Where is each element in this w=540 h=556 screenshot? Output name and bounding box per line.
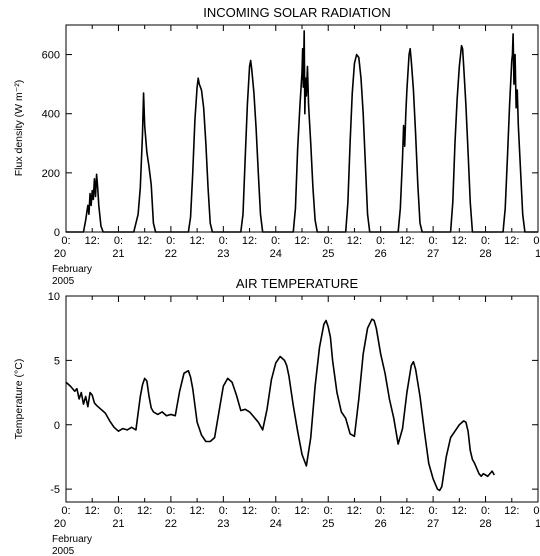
temperature-x-hour-label: 12:	[294, 505, 309, 517]
temperature-x-day-label: 24	[270, 518, 282, 530]
solar-x-hour-label: 12:	[85, 235, 100, 247]
temperature-y-tick-label: -5	[50, 484, 60, 496]
solar-y-tick-label: 600	[42, 50, 60, 62]
temperature-x-hour-label: 0:	[429, 505, 438, 517]
solar-x-day-label: 21	[112, 248, 124, 260]
solar-x-hour-label: 0:	[481, 235, 490, 247]
solar-x-year-label: 2005	[52, 276, 75, 287]
solar-x-hour-label: 12:	[137, 235, 152, 247]
solar-y-ticks: 0 200 400 600	[42, 50, 538, 239]
solar-x-hour-label: 12:	[294, 235, 309, 247]
temperature-x-hour-label: 0:	[271, 505, 280, 517]
temperature-x-hour-label: 0:	[61, 505, 70, 517]
temperature-x-day-label: 21	[112, 518, 124, 530]
solar-x-hour-label: 0:	[271, 235, 280, 247]
solar-x-hour-label: 0:	[114, 235, 123, 247]
temperature-y-axis-label: Temperature (°C)	[13, 359, 25, 440]
solar-x-day-label: 28	[479, 248, 491, 260]
temperature-x-hour-label: 12:	[189, 505, 204, 517]
temperature-y-tick-label: 0	[54, 420, 60, 432]
temperature-x-hour-label: 0:	[324, 505, 333, 517]
solar-x-day-label: 27	[427, 248, 439, 260]
solar-x-hour-label: 12:	[504, 235, 519, 247]
temperature-x-year-label: 2005	[52, 546, 75, 556]
temperature-x-day-label: 27	[427, 518, 439, 530]
temperature-x-day-label: 1	[535, 518, 540, 530]
temperature-x-hour-label: 0:	[114, 505, 123, 517]
solar-radiation-series-line	[66, 30, 538, 233]
solar-y-tick-label: 400	[42, 109, 60, 121]
solar-x-hour-label: 12:	[347, 235, 362, 247]
temperature-y-tick-label: 10	[48, 291, 60, 303]
temperature-x-day-label: 25	[322, 518, 334, 530]
solar-x-month-label: February	[52, 264, 92, 275]
solar-x-hour-label: 0:	[219, 235, 228, 247]
solar-x-day-label: 23	[217, 248, 229, 260]
temperature-x-hour-label: 0:	[219, 505, 228, 517]
solar-radiation-panel: INCOMING SOLAR RADIATION Flux density (W…	[13, 5, 540, 287]
temperature-x-day-label: 26	[375, 518, 387, 530]
temperature-x-hour-label: 12:	[504, 505, 519, 517]
solar-x-day-label: 1	[535, 248, 540, 260]
temperature-x-hour-label: 12:	[242, 505, 257, 517]
temperature-plot-frame	[65, 295, 539, 503]
temperature-x-day-label: 20	[54, 518, 66, 530]
temperature-x-month-label: February	[52, 534, 92, 545]
temperature-x-hour-label: 12:	[452, 505, 467, 517]
solar-x-day-label: 25	[322, 248, 334, 260]
temperature-x-hour-label: 0:	[481, 505, 490, 517]
solar-x-hour-label: 0:	[166, 235, 175, 247]
solar-x-day-label: 20	[54, 248, 66, 260]
solar-x-hour-label: 0:	[533, 235, 540, 247]
temperature-x-day-label: 28	[479, 518, 491, 530]
solar-x-hour-label: 12:	[452, 235, 467, 247]
solar-x-hour-label: 0:	[376, 235, 385, 247]
temperature-y-tick-label: 5	[54, 355, 60, 367]
solar-x-hour-label: 12:	[189, 235, 204, 247]
temperature-x-hour-label: 0:	[166, 505, 175, 517]
temperature-x-day-label: 22	[165, 518, 177, 530]
temperature-x-hour-label: 12:	[347, 505, 362, 517]
temperature-x-hour-label: 12:	[137, 505, 152, 517]
solar-y-tick-label: 0	[54, 227, 60, 239]
temperature-x-day-label: 23	[217, 518, 229, 530]
solar-x-ticks: 0: 12: 0: 12: 0: 12: 0: 12: 0: 12: 0: 12: 0: 12: 0: 12:…	[54, 25, 540, 260]
solar-x-day-label: 22	[165, 248, 177, 260]
solar-x-hour-label: 12:	[242, 235, 257, 247]
temperature-x-hour-label: 0:	[376, 505, 385, 517]
temperature-x-hour-label: 12:	[399, 505, 414, 517]
solar-y-tick-label: 200	[42, 168, 60, 180]
solar-x-hour-label: 0:	[324, 235, 333, 247]
solar-x-hour-label: 12:	[399, 235, 414, 247]
solar-y-axis-label: Flux density (W m⁻²)	[13, 80, 25, 177]
temperature-chart-title: AIR TEMPERATURE	[236, 276, 359, 291]
solar-x-day-label: 26	[375, 248, 387, 260]
temperature-x-ticks: 0: 12: 0: 12: 0: 12: 0: 12: 0: 12: 0: 12: 0: 12: 0: 12:…	[54, 296, 540, 530]
temperature-x-hour-label: 12:	[85, 505, 100, 517]
air-temperature-panel: AIR TEMPERATURE Temperature (°C) -50510 …	[13, 276, 540, 556]
solar-x-hour-label: 0:	[429, 235, 438, 247]
solar-chart-title: INCOMING SOLAR RADIATION	[203, 5, 391, 20]
temperature-series-line	[65, 318, 495, 492]
solar-x-day-label: 24	[270, 248, 282, 260]
solar-x-hour-label: 0:	[61, 235, 70, 247]
temperature-y-ticks: -5 0 5 10	[48, 291, 538, 496]
temperature-x-hour-label: 0:	[533, 505, 540, 517]
